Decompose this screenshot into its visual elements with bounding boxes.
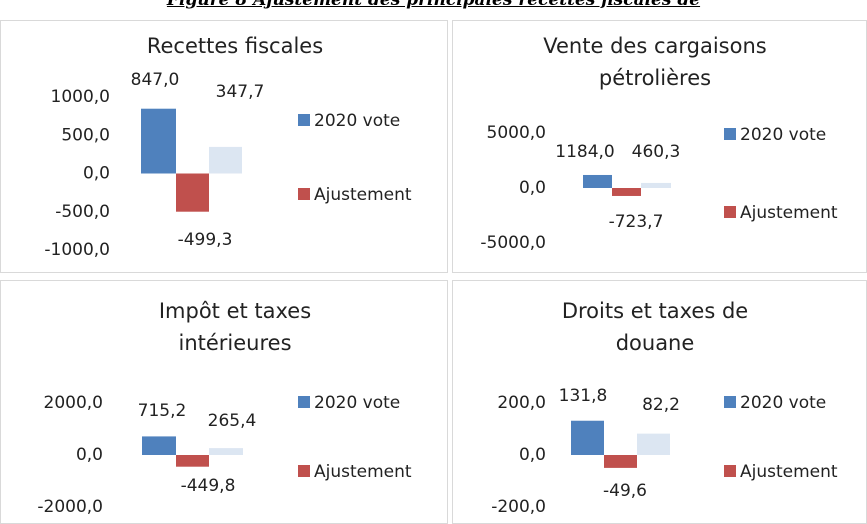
- chart-title: Impôt et taxes intérieures: [158, 299, 312, 355]
- data-label: 847,0: [131, 70, 180, 90]
- y-tick-label: 5000,0: [487, 123, 546, 143]
- chart-title: Recettes fiscales: [146, 34, 324, 58]
- legend-label: 2020 vote: [740, 393, 827, 413]
- bar: [209, 448, 243, 455]
- data-label: 1184,0: [555, 142, 614, 162]
- y-tick-label: 2000,0: [44, 393, 103, 413]
- legend-label: Ajustement: [740, 462, 838, 482]
- data-label: 131,8: [559, 386, 608, 406]
- bar: [583, 174, 612, 188]
- bar: [209, 146, 242, 174]
- legend-swatch: [724, 128, 736, 140]
- legend-label: 2020 vote: [740, 125, 827, 145]
- legend-swatch: [298, 114, 310, 126]
- y-tick-label: 500,0: [61, 125, 110, 145]
- legend-entry: Ajustement: [724, 459, 864, 485]
- data-label: -723,7: [609, 212, 664, 232]
- bar: [141, 108, 176, 174]
- legend-entry: Ajustement: [724, 200, 864, 226]
- data-label: 715,2: [138, 401, 187, 421]
- legend-label: Ajustement: [740, 203, 838, 223]
- legend-entry: 2020 vote: [724, 390, 864, 416]
- y-tick-label: 0,0: [519, 445, 546, 465]
- data-label: -499,3: [178, 230, 233, 250]
- bar: [176, 173, 209, 212]
- data-label: 265,4: [208, 411, 257, 431]
- figure-title: Figure 8 Ajustement des principales rece…: [166, 0, 701, 10]
- y-tick-label: 1000,0: [51, 87, 110, 107]
- data-label: -49,6: [603, 481, 647, 501]
- legend-label: 2020 vote: [314, 393, 401, 413]
- legend-label: Ajustement: [314, 185, 412, 205]
- y-tick-label: 0,0: [519, 178, 546, 198]
- bar: [641, 182, 671, 188]
- y-tick-label: 0,0: [83, 164, 110, 184]
- data-label: 460,3: [632, 142, 681, 162]
- y-tick-label: -2000,0: [37, 497, 103, 517]
- legend-label: Ajustement: [314, 462, 412, 482]
- legend-swatch: [298, 396, 310, 408]
- y-tick-label: 200,0: [497, 393, 546, 413]
- legend-entry: Ajustement: [298, 459, 448, 485]
- chart-panel: [0, 20, 448, 273]
- bar: [604, 455, 637, 468]
- y-tick-label: -5000,0: [480, 233, 546, 253]
- legend-swatch: [724, 206, 736, 218]
- y-tick-label: 0,0: [76, 445, 103, 465]
- data-label: -449,8: [181, 476, 236, 496]
- legend-entry: Ajustement: [298, 182, 448, 208]
- legend-entry: 2020 vote: [724, 122, 864, 148]
- chart-title: Droits et taxes de douane: [561, 299, 749, 355]
- legend-swatch: [298, 465, 310, 477]
- data-label: 82,2: [642, 395, 680, 415]
- y-tick-label: -1000,0: [44, 240, 110, 260]
- legend-label: 2020 vote: [314, 111, 401, 131]
- chart-title: Vente des cargaisons pétrolières: [543, 34, 767, 90]
- y-tick-label: -500,0: [55, 202, 110, 222]
- bar: [142, 436, 176, 455]
- y-tick-label: -200,0: [491, 497, 546, 517]
- legend-swatch: [724, 465, 736, 477]
- bar: [571, 420, 604, 455]
- bar: [637, 433, 670, 455]
- legend-entry: 2020 vote: [298, 390, 448, 416]
- data-label: 347,7: [216, 82, 265, 102]
- legend-entry: 2020 vote: [298, 108, 448, 134]
- bar: [176, 455, 209, 467]
- legend-swatch: [724, 396, 736, 408]
- bar: [612, 188, 641, 196]
- legend-swatch: [298, 188, 310, 200]
